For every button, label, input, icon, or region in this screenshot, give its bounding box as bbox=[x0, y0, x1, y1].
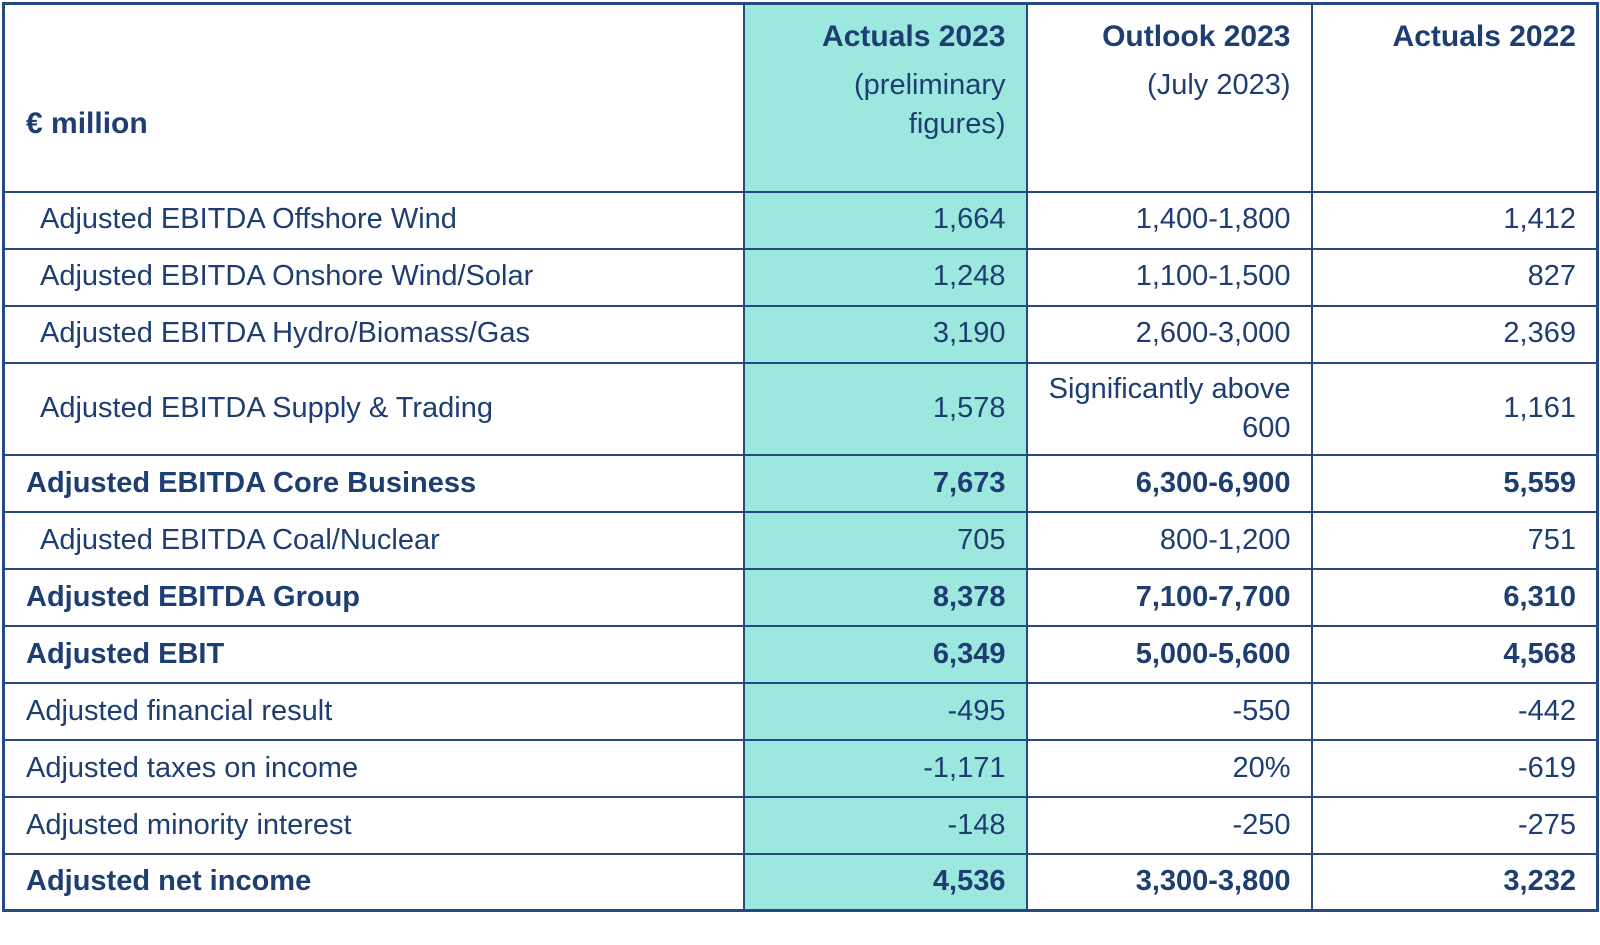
column-title: Actuals 2023 bbox=[822, 20, 1006, 53]
column-header-outlook-2023: Outlook 2023 (July 2023) bbox=[1025, 2, 1313, 193]
table-row: Adjusted net income 4,536 3,300-3,800 3,… bbox=[2, 852, 1599, 912]
table-row: Adjusted EBITDA Coal/Nuclear 705 800-1,2… bbox=[2, 510, 1599, 570]
column-subtitle: (July 2023) bbox=[1147, 68, 1291, 101]
row-label: Adjusted EBITDA Offshore Wind bbox=[2, 190, 745, 250]
actuals-2022-value: 3,232 bbox=[1310, 852, 1599, 912]
outlook-2023-value: 6,300-6,900 bbox=[1025, 453, 1313, 513]
outlook-2023-value: 1,100-1,500 bbox=[1025, 247, 1313, 307]
header-row: € million Actuals 2023 (preliminary figu… bbox=[2, 2, 1599, 193]
actuals-2022-value: 2,369 bbox=[1310, 304, 1599, 364]
outlook-2023-value: 3,300-3,800 bbox=[1025, 852, 1313, 912]
table-row: Adjusted financial result -495 -550 -442 bbox=[2, 681, 1599, 741]
actuals-2023-value: 7,673 bbox=[742, 453, 1028, 513]
row-label: Adjusted EBITDA Coal/Nuclear bbox=[2, 510, 745, 570]
table-row: Adjusted minority interest -148 -250 -27… bbox=[2, 795, 1599, 855]
column-header-actuals-2023: Actuals 2023 (preliminary figures) bbox=[742, 2, 1028, 193]
actuals-2022-value: 5,559 bbox=[1310, 453, 1599, 513]
actuals-2023-value: 4,536 bbox=[742, 852, 1028, 912]
row-label: Adjusted EBITDA Hydro/Biomass/Gas bbox=[2, 304, 745, 364]
outlook-2023-value: 5,000-5,600 bbox=[1025, 624, 1313, 684]
column-subtitle: (preliminary figures) bbox=[854, 68, 1006, 140]
column-header-actuals-2022: Actuals 2022 bbox=[1310, 2, 1599, 193]
actuals-2022-value: -442 bbox=[1310, 681, 1599, 741]
actuals-2022-value: 4,568 bbox=[1310, 624, 1599, 684]
table-row: Adjusted EBITDA Offshore Wind 1,664 1,40… bbox=[2, 190, 1599, 250]
actuals-2023-value: 6,349 bbox=[742, 624, 1028, 684]
row-label: Adjusted EBITDA Supply & Trading bbox=[2, 361, 745, 456]
table-row: Adjusted EBITDA Onshore Wind/Solar 1,248… bbox=[2, 247, 1599, 307]
row-label: Adjusted EBITDA Onshore Wind/Solar bbox=[2, 247, 745, 307]
table-row: Adjusted EBITDA Core Business 7,673 6,30… bbox=[2, 453, 1599, 513]
actuals-2022-value: 6,310 bbox=[1310, 567, 1599, 627]
row-label: Adjusted minority interest bbox=[2, 795, 745, 855]
outlook-2023-value: 20% bbox=[1025, 738, 1313, 798]
row-label: Adjusted net income bbox=[2, 852, 745, 912]
table-body: Adjusted EBITDA Offshore Wind 1,664 1,40… bbox=[2, 190, 1599, 912]
outlook-2023-value: -250 bbox=[1025, 795, 1313, 855]
outlook-2023-value: -550 bbox=[1025, 681, 1313, 741]
actuals-2023-value: 705 bbox=[742, 510, 1028, 570]
actuals-2023-value: -1,171 bbox=[742, 738, 1028, 798]
actuals-2022-value: -275 bbox=[1310, 795, 1599, 855]
unit-header-cell: € million bbox=[2, 2, 745, 193]
actuals-2023-value: 3,190 bbox=[742, 304, 1028, 364]
actuals-2023-value: -495 bbox=[742, 681, 1028, 741]
row-label: Adjusted financial result bbox=[2, 681, 745, 741]
actuals-2022-value: 1,161 bbox=[1310, 361, 1599, 456]
table-row: Adjusted EBIT 6,349 5,000-5,600 4,568 bbox=[2, 624, 1599, 684]
outlook-2023-value: 7,100-7,700 bbox=[1025, 567, 1313, 627]
actuals-2023-value: 1,664 bbox=[742, 190, 1028, 250]
column-title: Outlook 2023 bbox=[1102, 20, 1291, 53]
actuals-2023-value: 8,378 bbox=[742, 567, 1028, 627]
table-row: Adjusted EBITDA Hydro/Biomass/Gas 3,190 … bbox=[2, 304, 1599, 364]
table-row: Adjusted taxes on income -1,171 20% -619 bbox=[2, 738, 1599, 798]
table-row: Adjusted EBITDA Supply & Trading 1,578 S… bbox=[2, 361, 1599, 456]
outlook-2023-value: 800-1,200 bbox=[1025, 510, 1313, 570]
column-title: Actuals 2022 bbox=[1392, 20, 1576, 53]
row-label: Adjusted EBITDA Core Business bbox=[2, 453, 745, 513]
actuals-2022-value: 751 bbox=[1310, 510, 1599, 570]
table-row: Adjusted EBITDA Group 8,378 7,100-7,700 … bbox=[2, 567, 1599, 627]
actuals-2022-value: -619 bbox=[1310, 738, 1599, 798]
table-header: € million Actuals 2023 (preliminary figu… bbox=[2, 2, 1599, 193]
row-label: Adjusted EBIT bbox=[2, 624, 745, 684]
financial-results-table: € million Actuals 2023 (preliminary figu… bbox=[2, 2, 1599, 913]
outlook-2023-value: Significantly above 600 bbox=[1025, 361, 1313, 456]
row-label: Adjusted taxes on income bbox=[2, 738, 745, 798]
outlook-2023-value: 2,600-3,000 bbox=[1025, 304, 1313, 364]
row-label: Adjusted EBITDA Group bbox=[2, 567, 745, 627]
outlook-2023-value: 1,400-1,800 bbox=[1025, 190, 1313, 250]
actuals-2023-value: -148 bbox=[742, 795, 1028, 855]
actuals-2023-value: 1,248 bbox=[742, 247, 1028, 307]
actuals-2022-value: 1,412 bbox=[1310, 190, 1599, 250]
actuals-2023-value: 1,578 bbox=[742, 361, 1028, 456]
actuals-2022-value: 827 bbox=[1310, 247, 1599, 307]
